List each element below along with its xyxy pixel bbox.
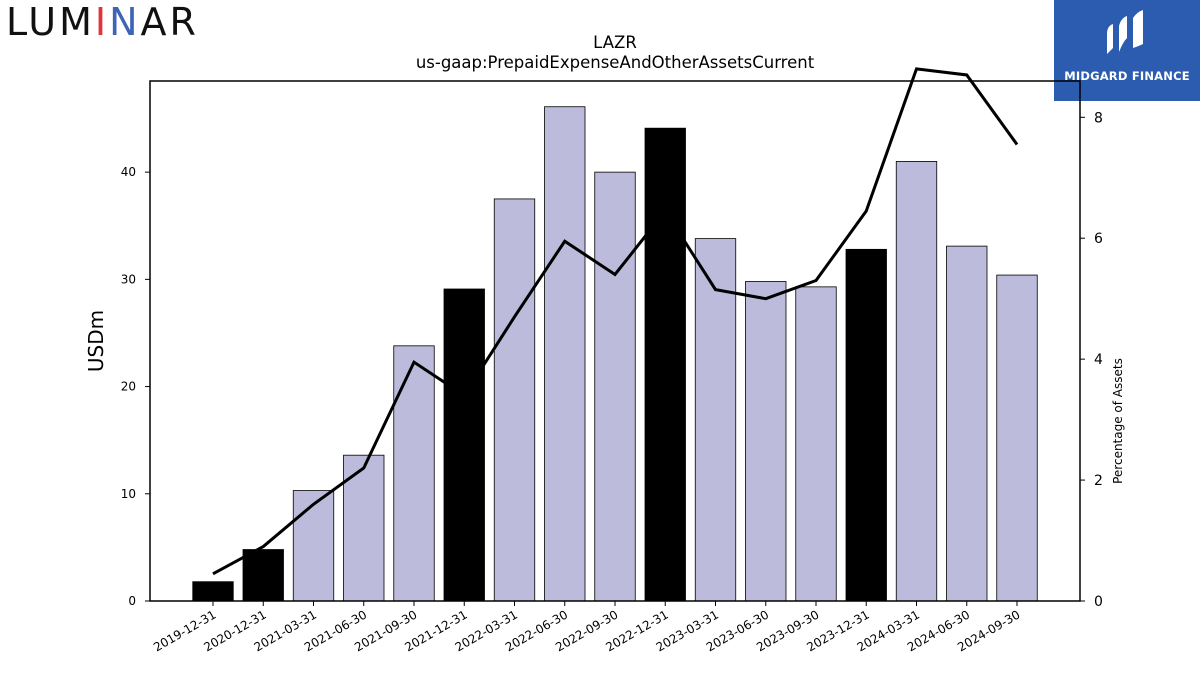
logo-part-4: AR	[140, 0, 199, 44]
bar-2022-03-31	[493, 198, 536, 602]
chart-title: LAZR	[593, 33, 637, 52]
bar-2022-06-30	[544, 106, 586, 602]
y-tick-label: 10	[121, 487, 136, 501]
x-axis: 2019-12-312020-12-312021-03-312021-06-30…	[151, 601, 1023, 654]
bar-series	[192, 106, 1038, 602]
y-tick-label: 30	[121, 272, 136, 286]
y2-axis-label: Percentage of Assets	[1111, 358, 1125, 484]
y2-tick-label: 0	[1094, 594, 1103, 610]
line-series	[212, 67, 1019, 576]
y-tick-label: 40	[121, 165, 136, 179]
y-tick-label: 0	[128, 594, 136, 608]
bar-2023-09-30	[795, 286, 837, 602]
y2-tick-label: 4	[1094, 352, 1103, 368]
chart-subtitle: us-gaap:PrepaidExpenseAndOtherAssetsCurr…	[416, 53, 815, 72]
logo-part-2: I	[94, 0, 110, 44]
y-axis-right: 0 2 4 6 8	[1080, 110, 1103, 610]
midgard-finance-text: MIDGARD FINANCE	[1064, 69, 1190, 83]
bar-2022-09-30	[594, 171, 636, 602]
luminar-logo: LUMINAR	[6, 2, 199, 42]
bar-2023-12-31	[845, 248, 887, 602]
bar-2024-06-30	[946, 245, 988, 602]
bar-2022-12-31	[644, 127, 686, 602]
logo-part-1: LUM	[6, 0, 95, 44]
bar-2024-09-30	[996, 274, 1038, 602]
midgard-finance-logo: MIDGARD FINANCE	[1054, 0, 1200, 101]
logo-part-3: N	[109, 0, 141, 44]
bar-2023-06-30	[745, 281, 787, 602]
y2-tick-label: 2	[1094, 473, 1103, 489]
y-tick-label: 20	[121, 380, 136, 394]
bar-2019-12-31	[192, 581, 234, 602]
percent-line	[212, 67, 1019, 576]
y-axis-label: USDm	[84, 310, 108, 372]
y2-tick-label: 6	[1094, 231, 1103, 247]
y2-tick-label: 8	[1094, 110, 1103, 126]
midgard-emblem-icon	[1107, 10, 1143, 54]
bar-2020-12-31	[242, 549, 284, 602]
bar-2024-03-31	[895, 161, 938, 602]
bar-2021-09-30	[393, 345, 435, 602]
y-axis-left: 0 10 20 30 40	[121, 165, 150, 608]
bar-2021-03-31	[292, 490, 335, 602]
bar-2023-03-31	[694, 238, 737, 602]
bar-2021-12-31	[443, 288, 485, 602]
